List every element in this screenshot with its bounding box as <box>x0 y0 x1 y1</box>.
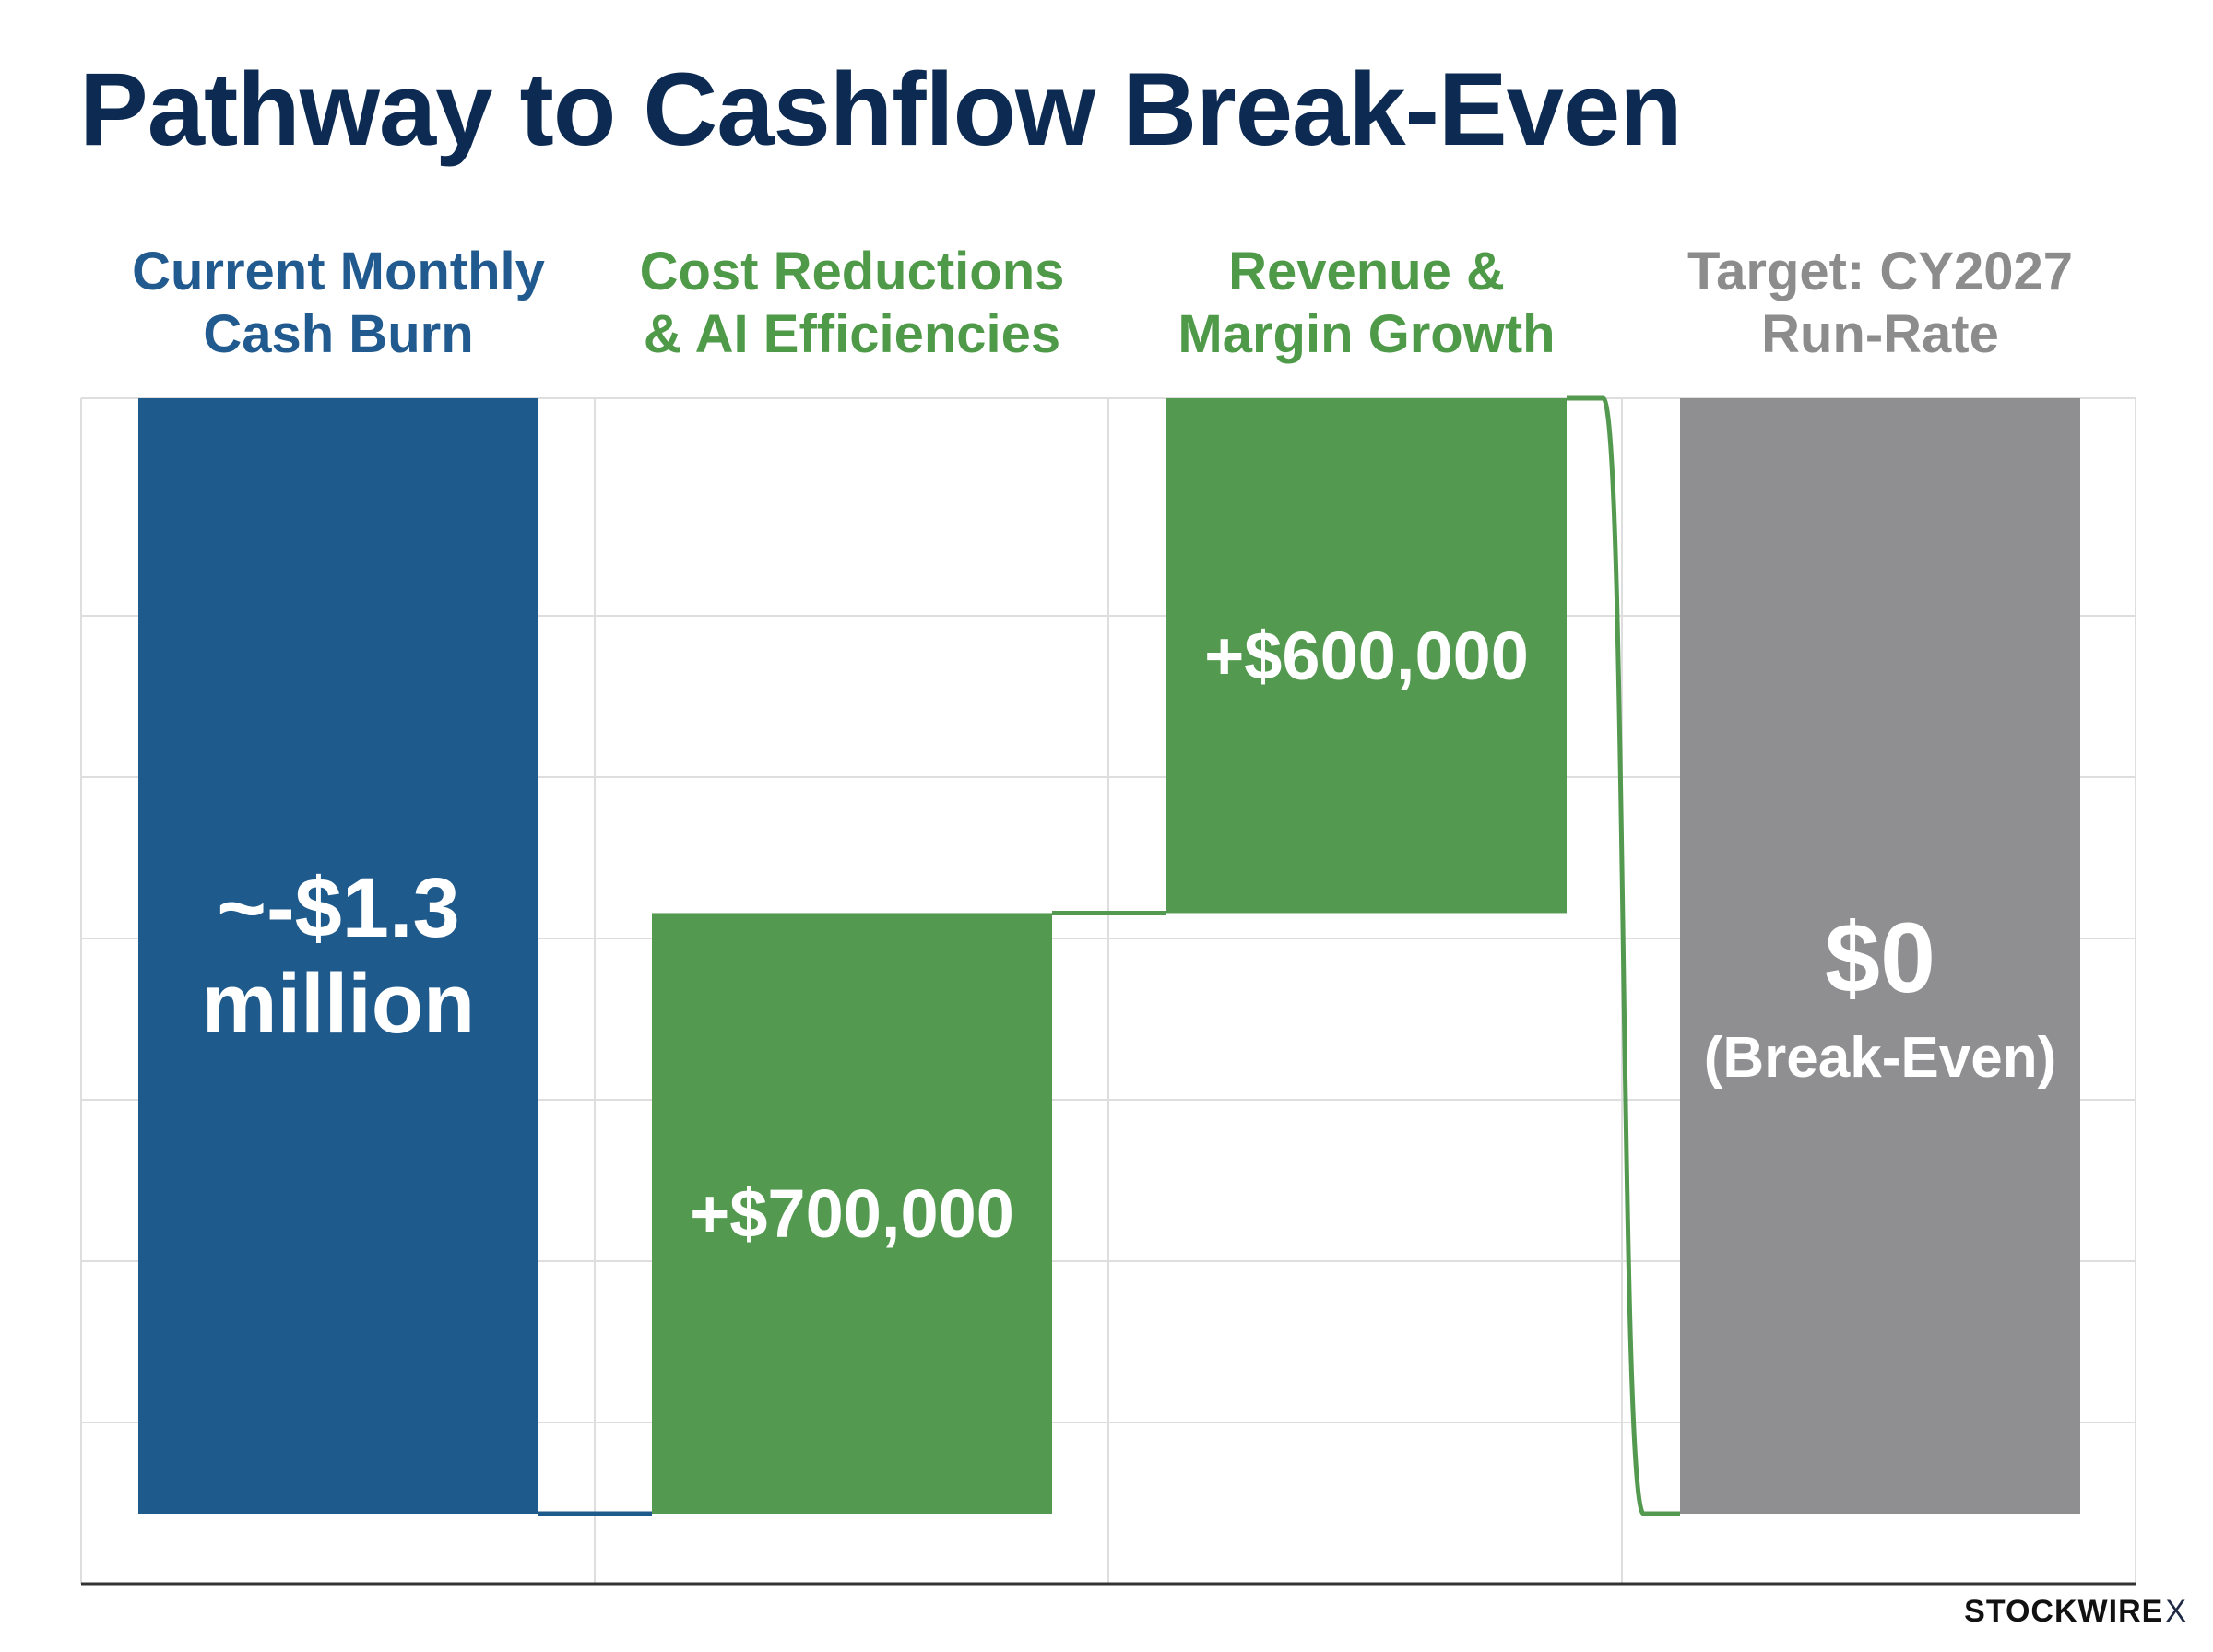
bar-step-2 <box>652 913 1052 1514</box>
category-label-line: Cash Burn <box>203 304 473 364</box>
category-label-line: Current Monthly <box>132 242 545 301</box>
bar-step-3 <box>1166 398 1567 914</box>
value-label-2: +$700,000 <box>690 1175 1014 1252</box>
value-label-3: +$600,000 <box>1204 618 1529 694</box>
category-label-line: Cost Reductions <box>640 242 1065 301</box>
chart-bars <box>138 398 2080 1514</box>
category-label-line: Margin Growth <box>1178 304 1555 364</box>
category-label-1: Current Monthly Cash Burn <box>132 242 545 364</box>
brand-x-mark: X <box>2165 1594 2187 1629</box>
category-label-line: Revenue & <box>1228 242 1505 301</box>
brand-logo: STOCKWIREX <box>1964 1594 2187 1630</box>
value-label-4: (Break-Even) <box>1704 1026 2056 1090</box>
chart-connectors <box>538 395 1680 1516</box>
category-label-line: Target: CY2027 <box>1687 242 2073 301</box>
category-label-4: Target: CY2027 Run-Rate <box>1687 242 2073 364</box>
connector-3-4 <box>1567 395 1680 1516</box>
brand-name: STOCKWIRE <box>1964 1594 2164 1629</box>
category-label-line: Run-Rate <box>1761 304 1999 364</box>
page-title: Pathway to Cashflow Break-Even <box>79 52 1683 167</box>
value-label-4: $0 <box>1825 902 1935 1013</box>
bar-step-4 <box>1680 398 2080 1514</box>
value-label-1: ~-$1.3 <box>217 861 459 955</box>
chart-category-labels: Current Monthly Cash Burn Cost Reductions &… <box>132 242 2073 364</box>
bar-step-1 <box>138 398 538 1514</box>
category-label-3: Revenue & Margin Growth <box>1178 242 1555 364</box>
category-label-line: & AI Efficiencies <box>644 304 1060 364</box>
category-label-2: Cost Reductions & AI Efficiencies <box>640 242 1065 364</box>
value-label-1: million <box>202 957 475 1051</box>
